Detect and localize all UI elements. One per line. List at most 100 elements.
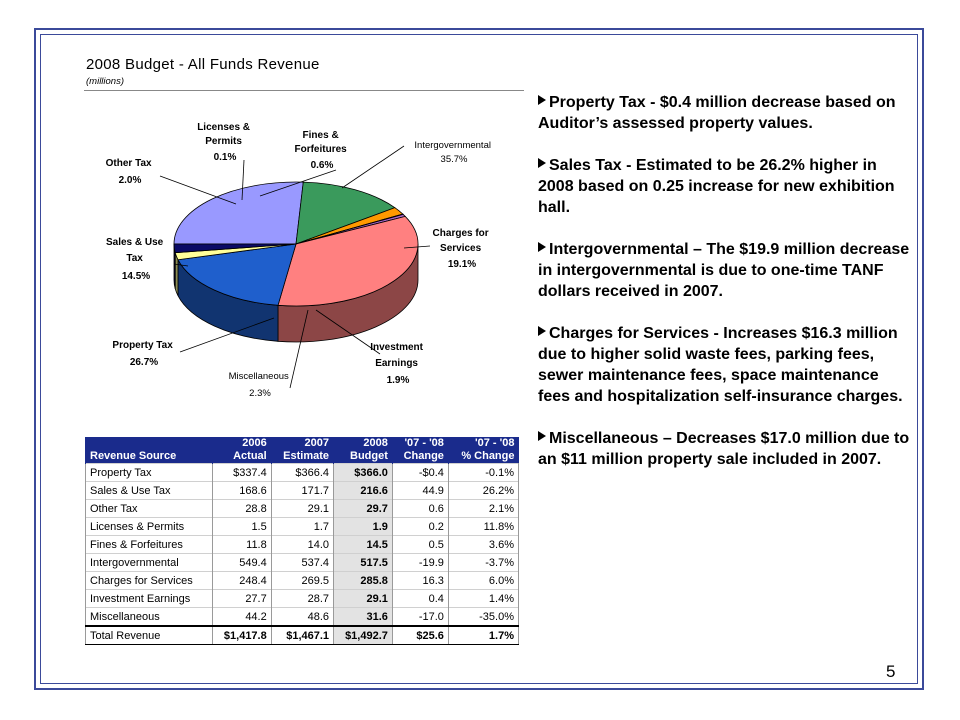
value-cell: -3.7% — [447, 553, 520, 572]
value-cell: $1,417.8 — [211, 625, 272, 645]
value-cell: $1,492.7 — [333, 625, 393, 645]
revenue-source-cell: Sales & Use Tax — [85, 481, 213, 500]
value-cell: 14.5 — [333, 535, 393, 554]
value-cell: 537.4 — [270, 553, 334, 572]
table-row: Licenses & Permits 1.5 1.7 1.9 0.2 11.8% — [85, 517, 520, 536]
value-cell: 11.8% — [447, 517, 520, 536]
label-fines-line1: Fines & — [303, 130, 339, 141]
table-body: Property Tax $337.4 $366.4 $366.0 -$0.4 -0.1%… — [85, 463, 520, 645]
value-cell: -35.0% — [447, 607, 520, 626]
revenue-source-cell: Miscellaneous — [85, 607, 213, 626]
table-header-row-2: Revenue Source Actual Estimate Budget Ch… — [85, 450, 519, 464]
label-licenses-permits: Licenses & Permits 0.1% — [197, 122, 253, 163]
revenue-source-cell: Other Tax — [85, 499, 213, 518]
leader-line — [179, 317, 275, 353]
header-cell: 2008 — [333, 437, 393, 450]
bullet-text: Sales Tax - Estimated to be 26.2% higher… — [538, 157, 895, 216]
label-intergovernmental: Intergovernmental 35.7% — [414, 140, 493, 165]
value-cell: 16.3 — [391, 571, 449, 590]
bullet-text: Intergovernmental – The $19.9 million de… — [538, 241, 910, 300]
arrow-bullet-icon — [538, 158, 546, 168]
header-cell: Revenue Source — [85, 450, 213, 464]
label-charges-pct: 19.1% — [448, 259, 476, 270]
header-cell — [85, 437, 213, 450]
value-cell: 171.7 — [270, 481, 334, 500]
label-intergov-line1: Intergovernmental — [414, 140, 491, 151]
value-cell: 549.4 — [211, 553, 272, 572]
label-miscellaneous: Miscellaneous 2.3% — [229, 371, 292, 399]
table-header-row-1: 2006 2007 2008 '07 - '08 '07 - '08 — [85, 437, 519, 450]
revenue-source-cell: Property Tax — [85, 463, 213, 482]
arrow-bullet-icon — [538, 326, 546, 336]
outer-border — [34, 28, 924, 690]
label-fines-line2: Forfeitures — [294, 144, 347, 155]
header-cell: Budget — [333, 450, 393, 464]
value-cell: 3.6% — [447, 535, 520, 554]
revenue-source-cell: Intergovernmental — [85, 553, 213, 572]
revenue-source-cell: Fines & Forfeitures — [85, 535, 213, 554]
title-divider — [84, 90, 524, 91]
chart-subtitle: (millions) — [86, 76, 124, 87]
label-intergov-pct: 35.7% — [441, 154, 468, 165]
value-cell: 27.7 — [211, 589, 272, 608]
value-cell: 216.6 — [333, 481, 393, 500]
inner-border — [40, 34, 918, 684]
label-investment-pct: 1.9% — [387, 375, 410, 386]
value-cell: 48.6 — [270, 607, 334, 626]
label-licenses-pct: 0.1% — [214, 152, 237, 163]
pie-slice-property-tax — [173, 181, 304, 245]
value-cell: $337.4 — [211, 463, 272, 482]
value-cell: 26.2% — [447, 481, 520, 500]
value-cell: $1,467.1 — [270, 625, 334, 645]
table-row: Investment Earnings 27.7 28.7 29.1 0.4 1.4% — [85, 589, 520, 608]
bullet-sales-tax: Sales Tax - Estimated to be 26.2% higher… — [538, 155, 910, 218]
revenue-source-cell: Total Revenue — [85, 625, 213, 645]
leader-line — [289, 309, 309, 389]
leader-lines — [159, 145, 431, 389]
label-other-pct: 2.0% — [119, 175, 142, 186]
value-cell: 29.1 — [333, 589, 393, 608]
value-cell: -$0.4 — [391, 463, 449, 482]
value-cell: 1.4% — [447, 589, 520, 608]
label-property-line1: Property Tax — [112, 340, 173, 351]
table-row: Sales & Use Tax 168.6 171.7 216.6 44.9 26.2% — [85, 481, 520, 500]
label-property-pct: 26.7% — [130, 357, 158, 368]
header-cell: '07 - '08 — [447, 437, 519, 450]
arrow-bullet-icon — [538, 95, 546, 105]
page-number: 5 — [886, 662, 896, 681]
label-sales-line2: Tax — [126, 253, 143, 264]
value-cell: 28.8 — [211, 499, 272, 518]
label-fines-forfeitures: Fines & Forfeitures 0.6% — [294, 130, 349, 171]
leader-line — [341, 145, 405, 189]
value-cell: 29.1 — [270, 499, 334, 518]
value-cell: 1.5 — [211, 517, 272, 536]
header-cell: '07 - '08 — [391, 437, 449, 450]
pie-slice-miscellaneous — [173, 243, 297, 254]
pie-chart: Licenses & Permits 0.1% Fines & Forfeitu… — [106, 122, 493, 399]
revenue-table: 2006 2007 2008 '07 - '08 '07 - '08 Reven… — [85, 437, 520, 645]
value-cell: $25.6 — [391, 625, 449, 645]
chart-title: 2008 Budget - All Funds Revenue — [86, 56, 320, 73]
value-cell: 285.8 — [333, 571, 393, 590]
bullet-text: Miscellaneous – Decreases $17.0 million … — [538, 430, 910, 468]
label-fines-pct: 0.6% — [311, 160, 334, 171]
value-cell: 168.6 — [211, 481, 272, 500]
bullet-property-tax: Property Tax - $0.4 million decrease bas… — [538, 92, 910, 134]
value-cell: 29.7 — [333, 499, 393, 518]
pie-body — [173, 181, 419, 343]
label-licenses-line1: Licenses & — [197, 122, 250, 133]
bullet-charges-services: Charges for Services - Increases $16.3 m… — [538, 323, 910, 407]
value-cell: 44.2 — [211, 607, 272, 626]
revenue-source-cell: Investment Earnings — [85, 589, 213, 608]
value-cell: 248.4 — [211, 571, 272, 590]
leader-line — [173, 263, 189, 267]
bullet-miscellaneous: Miscellaneous – Decreases $17.0 million … — [538, 428, 910, 470]
leader-line — [259, 169, 337, 197]
label-sales-use-tax: Sales & Use Tax 14.5% — [106, 237, 166, 282]
arrow-bullet-icon — [538, 431, 546, 441]
pie-slice-intergovernmental — [277, 215, 419, 307]
value-cell: -0.1% — [447, 463, 520, 482]
value-cell: 31.6 — [333, 607, 393, 626]
value-cell: -19.9 — [391, 553, 449, 572]
leader-line — [403, 245, 431, 249]
